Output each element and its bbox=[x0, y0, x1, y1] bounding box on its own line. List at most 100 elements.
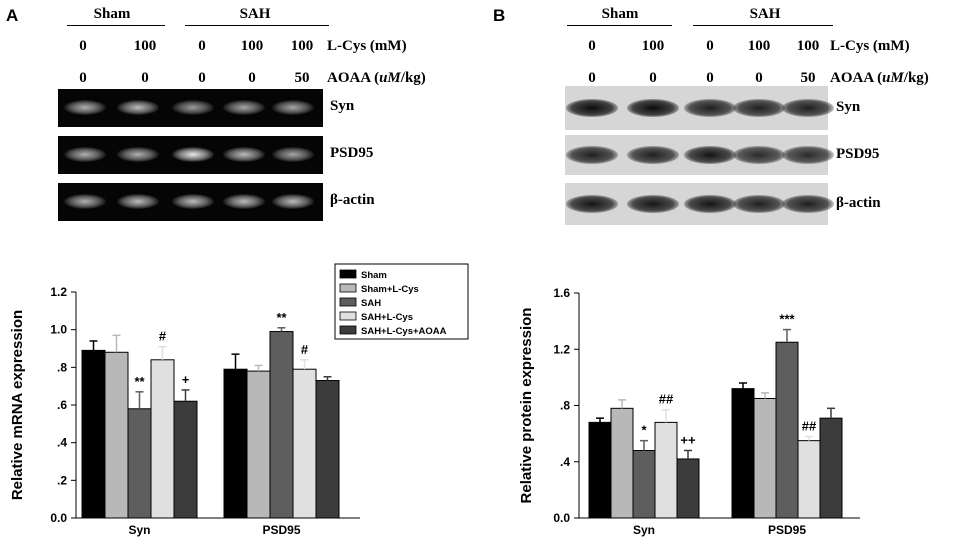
significance-label: ** bbox=[276, 310, 287, 325]
gel-band bbox=[223, 194, 265, 209]
bar bbox=[610, 407, 634, 519]
panel-letter: B bbox=[493, 6, 506, 25]
blot-band bbox=[627, 99, 679, 117]
bar bbox=[173, 400, 198, 519]
gel-image bbox=[58, 183, 323, 221]
gel-band bbox=[172, 147, 214, 162]
lcys-value: 100 bbox=[796, 38, 820, 54]
blot-label: PSD95 bbox=[330, 145, 374, 161]
bar bbox=[731, 388, 755, 519]
y-tick-label: .8 bbox=[57, 360, 67, 374]
panel-a: A Sham SAH 0 100 0 100 100 L-Cys (mM) 0 0 0 0 50… bbox=[0, 0, 480, 547]
bar bbox=[753, 397, 777, 519]
blot-band bbox=[733, 146, 785, 164]
lcys-value: 0 bbox=[198, 38, 206, 54]
gel-band bbox=[272, 194, 314, 209]
lcys-label: L-Cys (mM) bbox=[830, 38, 910, 54]
gel-band bbox=[117, 100, 159, 115]
gel-band bbox=[272, 147, 314, 162]
gel-band bbox=[172, 100, 214, 115]
blot-band bbox=[684, 195, 736, 213]
aoaa-label: AOAA (uM/kg) bbox=[830, 70, 929, 86]
group-label-sham: Sham bbox=[93, 6, 131, 22]
gel-band bbox=[117, 194, 159, 209]
significance-label: ## bbox=[659, 392, 674, 407]
gel-image bbox=[58, 89, 323, 127]
bar bbox=[292, 368, 317, 519]
legend-swatch bbox=[339, 283, 357, 293]
bar bbox=[150, 359, 175, 519]
group-line-sham bbox=[567, 25, 672, 26]
bar bbox=[676, 458, 700, 519]
bar bbox=[654, 421, 678, 519]
panel-b: B Sham SAH 0 100 0 100 100 L-Cys (mM) 0 0 0 0 50… bbox=[485, 0, 965, 547]
lcys-value: 100 bbox=[240, 38, 264, 54]
lcys-value: 100 bbox=[290, 38, 314, 54]
significance-label: ## bbox=[802, 418, 817, 433]
gel-image bbox=[58, 136, 323, 174]
aoaa-value: 50 bbox=[294, 70, 310, 86]
blot-band bbox=[733, 195, 785, 213]
y-tick-label: .2 bbox=[57, 473, 67, 487]
lcys-label: L-Cys (mM) bbox=[327, 38, 407, 54]
x-tick-label: PSD95 bbox=[768, 523, 806, 537]
y-tick-label: 0.0 bbox=[553, 511, 570, 525]
aoaa-value: 0 bbox=[79, 70, 87, 86]
blot-label: Syn bbox=[330, 98, 355, 114]
significance-label: ++ bbox=[680, 433, 696, 448]
group-label-sah: SAH bbox=[749, 6, 781, 22]
significance-label: * bbox=[641, 423, 647, 438]
y-tick-label: 1.0 bbox=[50, 323, 67, 337]
blot-image bbox=[565, 183, 834, 225]
y-axis-label: Relative mRNA expression bbox=[9, 310, 26, 500]
y-tick-label: .4 bbox=[560, 455, 570, 469]
blot-label: PSD95 bbox=[836, 146, 880, 162]
aoaa-value: 0 bbox=[706, 70, 714, 86]
blot-label: Syn bbox=[836, 99, 861, 115]
x-tick-label: PSD95 bbox=[262, 523, 300, 537]
blot-band bbox=[782, 146, 834, 164]
legend-swatch bbox=[339, 311, 357, 321]
blot-band bbox=[782, 195, 834, 213]
legend-box bbox=[334, 263, 469, 340]
blot-band bbox=[684, 146, 736, 164]
gel-band bbox=[64, 100, 106, 115]
bar bbox=[246, 370, 271, 519]
y-tick-label: .6 bbox=[57, 398, 67, 412]
y-tick-label: 1.2 bbox=[553, 342, 570, 356]
blot-label: β-actin bbox=[836, 195, 881, 211]
legend-label: SAH+L-Cys+AOAA bbox=[361, 326, 447, 337]
lcys-value: 100 bbox=[641, 38, 665, 54]
y-tick-label: 1.2 bbox=[50, 285, 67, 299]
bar bbox=[632, 450, 656, 519]
aoaa-label: AOAA (uM/kg) bbox=[327, 70, 426, 86]
lcys-value: 0 bbox=[588, 38, 596, 54]
blot-band bbox=[684, 99, 736, 117]
blot-band bbox=[733, 99, 785, 117]
bar bbox=[104, 351, 129, 519]
blot-image bbox=[565, 135, 834, 175]
y-tick-label: .4 bbox=[57, 436, 67, 450]
mrna-bar-chart: 0.0 .2 .4 .6 .8 1.0 1.2 Relative mRNA expressio… bbox=[9, 263, 469, 537]
blot-image bbox=[565, 86, 834, 130]
group-line-sah bbox=[185, 25, 329, 26]
aoaa-value: 0 bbox=[141, 70, 149, 86]
gel-band bbox=[223, 100, 265, 115]
y-tick-label: .8 bbox=[560, 399, 570, 413]
legend-label: SAH bbox=[361, 298, 381, 309]
y-tick-label: 0.0 bbox=[50, 511, 67, 525]
blot-label: β-actin bbox=[330, 192, 375, 208]
gel-band bbox=[272, 100, 314, 115]
bar bbox=[269, 331, 294, 519]
bar bbox=[819, 417, 843, 519]
x-tick-label: Syn bbox=[633, 523, 655, 537]
aoaa-value: 0 bbox=[755, 70, 763, 86]
group-label-sah: SAH bbox=[239, 6, 271, 22]
lcys-value: 0 bbox=[79, 38, 87, 54]
lcys-value: 0 bbox=[706, 38, 714, 54]
significance-label: + bbox=[182, 372, 190, 387]
aoaa-value: 0 bbox=[198, 70, 206, 86]
gel-band bbox=[64, 194, 106, 209]
gel-band bbox=[223, 147, 265, 162]
group-line-sham bbox=[67, 25, 165, 26]
